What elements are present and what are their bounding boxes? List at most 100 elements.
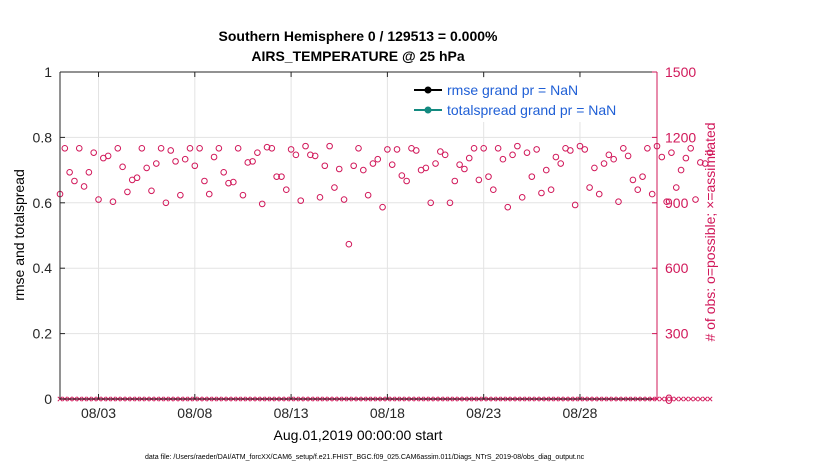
obs-possible-point bbox=[215, 145, 223, 152]
obs-possible-point bbox=[152, 160, 160, 167]
obs-possible-point bbox=[504, 203, 512, 211]
obs-possible-point bbox=[533, 146, 540, 153]
obs-possible-point bbox=[576, 142, 584, 150]
obs-assimilated-point bbox=[697, 396, 703, 402]
obs-possible-point bbox=[451, 177, 459, 185]
obs-possible-point bbox=[499, 155, 507, 163]
legend-totalspread-marker bbox=[424, 106, 432, 114]
obs-possible-point bbox=[538, 189, 545, 197]
obs-possible-point bbox=[95, 196, 102, 203]
obs-assimilated-point bbox=[668, 396, 674, 402]
obs-possible-point bbox=[639, 173, 646, 180]
obs-possible-point bbox=[355, 145, 362, 152]
obs-possible-point bbox=[335, 165, 343, 173]
obs-possible-point bbox=[311, 152, 319, 160]
obs-assimilated-point bbox=[702, 396, 708, 402]
obs-possible-point bbox=[403, 177, 410, 185]
obs-possible-point bbox=[364, 191, 372, 199]
obs-possible-point bbox=[591, 164, 598, 172]
legend-rmse-label: rmse grand pr = NaN bbox=[447, 82, 578, 98]
obs-possible-point bbox=[196, 145, 203, 152]
right-tick-label: 900 bbox=[665, 195, 689, 211]
obs-possible-point bbox=[528, 173, 536, 180]
obs-possible-point bbox=[292, 151, 300, 159]
obs-assimilated-point bbox=[659, 396, 665, 402]
obs-possible-point bbox=[297, 197, 305, 204]
obs-possible-point bbox=[287, 146, 295, 153]
obs-possible-point bbox=[644, 145, 651, 152]
obs-possible-point bbox=[205, 190, 213, 198]
chart-title-line1: Southern Hemisphere 0 / 129513 = 0.000% bbox=[219, 28, 499, 44]
obs-possible-point bbox=[398, 172, 406, 179]
obs-possible-point bbox=[615, 198, 622, 206]
plot-area bbox=[60, 72, 657, 399]
obs-possible-point bbox=[571, 201, 579, 209]
obs-possible-point bbox=[610, 155, 617, 163]
obs-assimilated-point bbox=[683, 396, 689, 402]
obs-possible-point bbox=[360, 166, 367, 174]
x-tick-label: 08/18 bbox=[370, 405, 405, 421]
obs-possible-point bbox=[148, 187, 155, 195]
obs-possible-point bbox=[509, 151, 516, 159]
left-tick-label: 0.2 bbox=[33, 326, 53, 342]
obs-possible-point bbox=[263, 143, 271, 151]
obs-possible-point bbox=[66, 168, 73, 176]
obs-possible-point bbox=[586, 184, 593, 191]
right-y-ticks: 0 300 600 900 1200 1500 bbox=[652, 64, 696, 407]
obs-possible-point bbox=[547, 186, 555, 194]
obs-assimilated-point bbox=[678, 396, 684, 402]
obs-possible-point bbox=[412, 147, 420, 154]
chart-title-line2: AIRS_TEMPERATURE @ 25 hPa bbox=[251, 48, 465, 64]
obs-possible-point bbox=[350, 162, 357, 170]
obs-possible-point bbox=[658, 153, 666, 161]
obs-possible-point bbox=[104, 152, 112, 160]
obs-assimilated-point bbox=[664, 396, 670, 402]
obs-assimilated-point bbox=[707, 396, 713, 402]
left-tick-label: 0.6 bbox=[33, 195, 53, 211]
obs-possible-point bbox=[624, 152, 632, 160]
right-tick-label: 0 bbox=[665, 391, 673, 407]
x-tick-label: 08/08 bbox=[177, 405, 212, 421]
obs-possible-point bbox=[595, 190, 603, 198]
right-tick-label: 1200 bbox=[665, 129, 696, 145]
obs-possible-point bbox=[109, 198, 117, 206]
obs-possible-point bbox=[244, 159, 252, 166]
obs-possible-point bbox=[162, 199, 170, 207]
obs-possible-point bbox=[379, 203, 386, 211]
obs-possible-point bbox=[124, 188, 131, 196]
obs-possible-point bbox=[475, 176, 483, 184]
obs-possible-point bbox=[697, 159, 704, 166]
obs-possible-point bbox=[71, 177, 78, 185]
obs-possible-point bbox=[687, 145, 695, 152]
obs-possible-point bbox=[393, 146, 401, 153]
obs-possible-point bbox=[133, 174, 141, 182]
x-ticks: 08/03 08/08 08/13 08/18 08/23 08/28 bbox=[81, 72, 598, 421]
obs-possible-point bbox=[239, 191, 247, 199]
obs-possible-point bbox=[581, 146, 589, 153]
obs-possible-point bbox=[220, 168, 227, 176]
obs-possible-point bbox=[369, 160, 377, 167]
legend-rmse-marker bbox=[424, 86, 432, 94]
obs-possible-point bbox=[706, 149, 714, 156]
obs-possible-point bbox=[605, 151, 613, 159]
obs-possible-point bbox=[542, 166, 550, 174]
obs-possible-point bbox=[119, 163, 126, 171]
obs-possible-point bbox=[326, 142, 333, 150]
obs-possible-point bbox=[234, 145, 242, 152]
legend-totalspread-label: totalspread grand pr = NaN bbox=[447, 102, 616, 118]
x-tick-label: 08/28 bbox=[562, 405, 597, 421]
obs-possible-point bbox=[172, 158, 179, 165]
x-tick-label: 08/23 bbox=[466, 405, 501, 421]
obs-possible-point bbox=[331, 184, 338, 191]
obs-possible-point bbox=[258, 200, 266, 208]
left-tick-label: 1 bbox=[44, 64, 52, 80]
obs-possible-point bbox=[249, 158, 256, 165]
obs-possible-point bbox=[316, 194, 324, 201]
obs-assimilated-point bbox=[692, 396, 699, 402]
obs-possible-point bbox=[456, 161, 463, 168]
obs-possible-point bbox=[692, 196, 699, 203]
obs-possible-point bbox=[485, 173, 492, 180]
obs-possible-point bbox=[114, 145, 122, 152]
obs-possible-point bbox=[437, 148, 444, 155]
